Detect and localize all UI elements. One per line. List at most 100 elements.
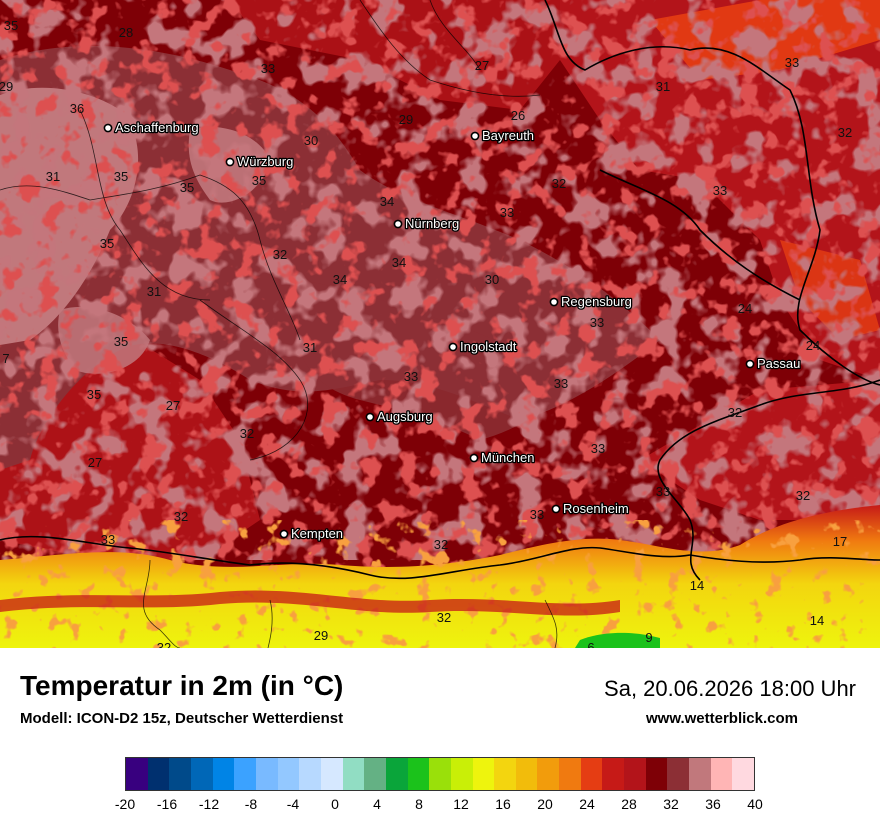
temperature-value-label: 27 (166, 398, 180, 413)
city-dot (225, 157, 235, 167)
model-credit: Modell: ICON-D2 15z, Deutscher Wetterdie… (20, 710, 344, 727)
website-link[interactable]: www.wetterblick.com (646, 710, 798, 727)
city-marker[interactable]: Aschaffenburg (103, 119, 200, 136)
temperature-value-label: 32 (552, 176, 566, 191)
temperature-value-label: 35 (180, 180, 194, 195)
temperature-value-label: 35 (114, 169, 128, 184)
temperature-value-label: 33 (713, 183, 727, 198)
color-scale-tick-label: -12 (198, 796, 220, 812)
color-scale-tick-label: 24 (579, 796, 595, 812)
city-marker[interactable]: Augsburg (365, 408, 434, 425)
city-name-label: Augsburg (377, 409, 433, 424)
color-scale-swatch (602, 758, 625, 790)
temperature-value-label: 32 (838, 125, 852, 140)
temperature-value-label: 32 (437, 610, 451, 625)
color-scale-swatch (320, 758, 343, 790)
city-marker[interactable]: Würzburg (225, 153, 295, 170)
temperature-value-label: 6 (587, 640, 594, 648)
temperature-value-label: 33 (530, 507, 544, 522)
temperature-value-label: 33 (500, 205, 514, 220)
temperature-value-label: 33 (656, 484, 670, 499)
color-scale-swatch (169, 758, 191, 790)
city-marker[interactable]: Rosenheim (551, 500, 630, 517)
temperature-value-label: 17 (833, 534, 847, 549)
color-scale (125, 757, 755, 791)
temperature-value-label: 27 (88, 455, 102, 470)
temperature-value-label: 35 (114, 334, 128, 349)
temperature-value-label: 31 (147, 284, 161, 299)
color-scale-tick-label: 20 (537, 796, 553, 812)
alps-valley-red (0, 590, 620, 616)
temperature-value-label: 36 (70, 101, 84, 116)
city-dot (549, 297, 559, 307)
city-marker[interactable]: Kempten (279, 525, 344, 542)
temperature-value-label: 32 (273, 247, 287, 262)
city-name-label: Rosenheim (563, 501, 629, 516)
color-scale-tick-label: 8 (415, 796, 423, 812)
color-scale-swatch (580, 758, 603, 790)
city-name-label: Kempten (291, 526, 343, 541)
temperature-value-label: 29 (0, 79, 13, 94)
map-title: Temperatur in 2m (in °C) (20, 670, 344, 701)
temperature-value-label: 35 (87, 387, 101, 402)
temperature-value-label: 33 (554, 376, 568, 391)
color-scale-swatch (472, 758, 495, 790)
alps-cold-green (575, 632, 660, 648)
forecast-datetime: Sa, 20.06.2026 18:00 Uhr (604, 676, 856, 701)
temperature-value-label: 7 (2, 351, 9, 366)
map-footer: Temperatur in 2m (in °C) Modell: ICON-D2… (0, 648, 880, 830)
temperature-value-label: 32 (434, 537, 448, 552)
color-scale-tick-label: -20 (114, 796, 136, 812)
temperature-value-label: 14 (810, 613, 824, 628)
city-marker[interactable]: Ingolstadt (448, 338, 518, 355)
color-scale-swatch (385, 758, 408, 790)
color-scale-swatch (277, 758, 300, 790)
temperature-value-label: 35 (4, 18, 18, 33)
color-scale-swatch (407, 758, 430, 790)
city-name-label: Passau (757, 356, 800, 371)
city-marker[interactable]: Passau (745, 355, 802, 372)
color-scale-swatch (299, 758, 321, 790)
color-scale-tick-label: 12 (453, 796, 469, 812)
city-marker[interactable]: Bayreuth (470, 127, 535, 144)
color-scale-tick-label: -8 (244, 796, 258, 812)
city-marker[interactable]: Nürnberg (393, 215, 461, 232)
temperature-value-label: 34 (380, 194, 394, 209)
color-scale-tick-label: 16 (495, 796, 511, 812)
city-dot (551, 504, 561, 514)
temperature-value-label: 24 (738, 301, 752, 316)
color-scale-ticks: -20 -16 -12 -8 -4 0 4 8 12 16 20 24 28 32 36 40 (115, 796, 763, 816)
temperature-value-label: 35 (252, 173, 266, 188)
city-marker[interactable]: Regensburg (549, 293, 633, 310)
city-name-label: München (481, 450, 534, 465)
temperature-value-label: 32 (174, 509, 188, 524)
city-dot (103, 123, 113, 133)
temperature-value-label: 34 (392, 255, 406, 270)
color-scale-tick-label: 28 (621, 796, 637, 812)
temperature-value-label: 27 (475, 58, 489, 73)
temperature-value-label: 33 (404, 369, 418, 384)
temperature-value-label: 29 (399, 112, 413, 127)
texture-red (0, 0, 880, 600)
city-marker[interactable]: München (469, 449, 536, 466)
color-scale-swatch (710, 758, 733, 790)
temperature-value-label: 33 (591, 441, 605, 456)
city-name-label: Ingolstadt (460, 339, 517, 354)
color-scale-swatch (450, 758, 473, 790)
color-scale-swatch (234, 758, 256, 790)
district-borders (0, 0, 558, 648)
color-scale-tick-label: 32 (663, 796, 679, 812)
city-name-label: Bayreuth (482, 128, 534, 143)
temperature-value-label: 29 (314, 628, 328, 643)
temperature-value-label: 32 (157, 640, 171, 648)
temperature-value-label: 30 (304, 133, 318, 148)
color-scale-swatch (624, 758, 646, 790)
color-scale-tick-label: 4 (373, 796, 381, 812)
temperature-value-label: 31 (656, 79, 670, 94)
temperature-value-label: 35 (100, 236, 114, 251)
color-scale-swatch (364, 758, 386, 790)
temperature-value-label: 28 (119, 25, 133, 40)
color-scale-swatch (147, 758, 170, 790)
temperature-value-label: 34 (333, 272, 347, 287)
temperature-value-label: 33 (785, 55, 799, 70)
